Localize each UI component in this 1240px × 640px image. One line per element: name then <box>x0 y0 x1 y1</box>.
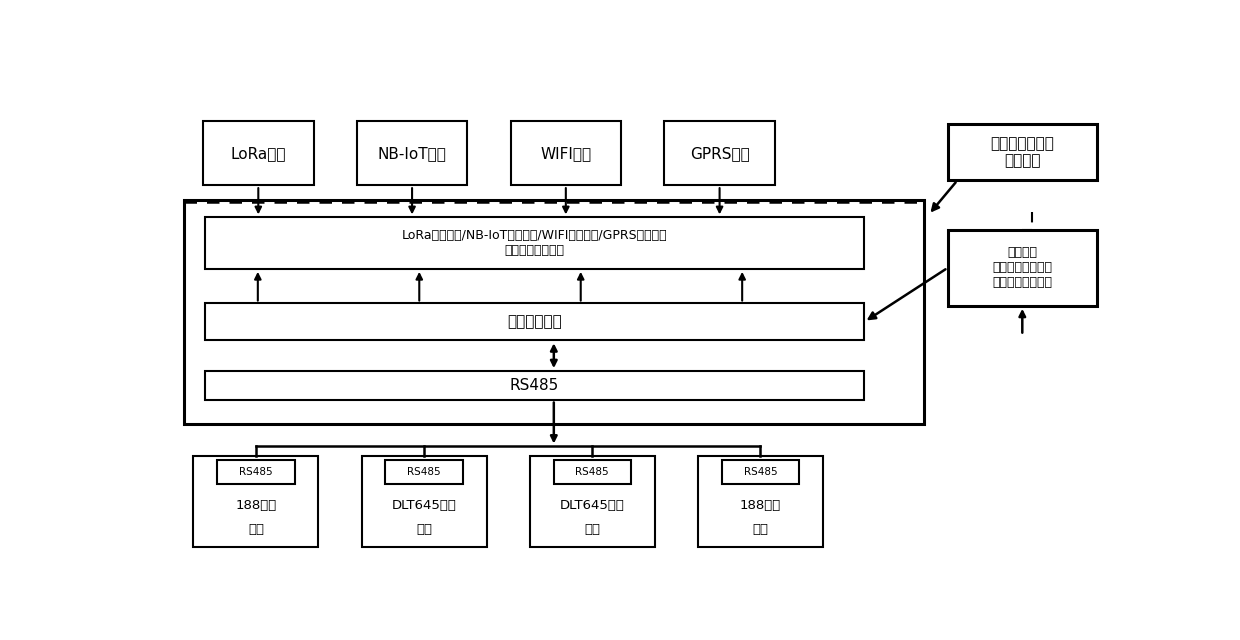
Bar <box>947 230 1096 306</box>
Text: 水表: 水表 <box>248 523 264 536</box>
Bar <box>205 217 864 269</box>
Bar <box>529 456 655 547</box>
Text: RS485: RS485 <box>744 467 777 477</box>
Text: RS485: RS485 <box>239 467 273 477</box>
Text: WIFI网络: WIFI网络 <box>541 146 591 161</box>
Bar <box>722 460 799 484</box>
Bar <box>203 121 314 185</box>
Text: RS485: RS485 <box>407 467 441 477</box>
Text: 水表: 水表 <box>753 523 769 536</box>
Text: NB-IoT网络: NB-IoT网络 <box>378 146 446 161</box>
Bar <box>511 121 621 185</box>
Text: RS485: RS485 <box>575 467 609 477</box>
Text: 188协议: 188协议 <box>740 499 781 512</box>
Bar <box>184 200 924 424</box>
Text: 配置软件
设置工作模式、通
信模式、通信协议: 配置软件 设置工作模式、通 信模式、通信协议 <box>992 246 1053 289</box>
Text: 电表: 电表 <box>417 523 432 536</box>
Bar <box>362 456 486 547</box>
Text: GPRS网络: GPRS网络 <box>689 146 749 161</box>
Text: RS485: RS485 <box>510 378 559 393</box>
Bar <box>205 303 864 340</box>
Bar <box>357 121 467 185</box>
Text: 核心处理逻辑: 核心处理逻辑 <box>507 314 562 330</box>
Text: LoRa网络: LoRa网络 <box>231 146 286 161</box>
Bar <box>553 460 631 484</box>
Text: LoRa通讯模块/NB-IoT通讯模块/WIFI通讯模块/GPRS通讯模块
根据应用场景适配: LoRa通讯模块/NB-IoT通讯模块/WIFI通讯模块/GPRS通讯模块 根据… <box>402 229 667 257</box>
Bar <box>947 124 1096 180</box>
Bar <box>665 121 775 185</box>
Bar <box>217 460 295 484</box>
Bar <box>205 371 864 399</box>
Text: 气表: 气表 <box>584 523 600 536</box>
Text: DLT645协议: DLT645协议 <box>559 499 625 512</box>
Bar <box>386 460 463 484</box>
Text: DLT645协议: DLT645协议 <box>392 499 456 512</box>
Bar <box>193 456 319 547</box>
Text: 多端多模物联网
通讯终端: 多端多模物联网 通讯终端 <box>991 136 1054 168</box>
Text: 188协议: 188协议 <box>236 499 277 512</box>
Bar <box>698 456 823 547</box>
